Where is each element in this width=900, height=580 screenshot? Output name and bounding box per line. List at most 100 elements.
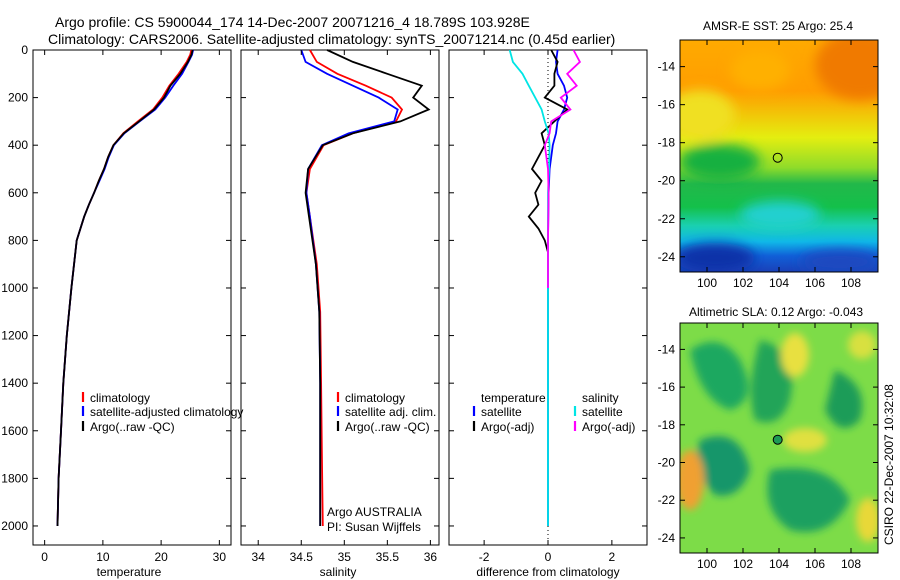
x-tick-label: 36 bbox=[424, 550, 438, 564]
salinity-panel-frame bbox=[240, 49, 440, 546]
legend-label-satellite-adj: satellite adj. clim. bbox=[345, 405, 436, 419]
sla-map-title: Altimetric SLA: 0.12 Argo: -0.043 bbox=[689, 305, 863, 319]
sst-deep-blue-patch bbox=[800, 250, 878, 272]
legend-label-satellite-adjusted: satellite-adjusted climatology bbox=[90, 405, 243, 419]
sla-map-ticks: 100 102 104 106 108 -14 -16 -18 -20 -22 -24 bbox=[658, 323, 878, 571]
difference-xticks: -2 0 2 bbox=[479, 50, 616, 564]
salinity-series bbox=[300, 49, 431, 527]
depth-tick-label: 400 bbox=[8, 138, 28, 152]
x-tick-label: 34.5 bbox=[290, 550, 314, 564]
map-y-tick-label: -22 bbox=[658, 212, 676, 226]
sla-high-patch bbox=[848, 331, 876, 359]
series-line-salinity-argo-adj- bbox=[543, 49, 582, 288]
depth-tick-label: 800 bbox=[8, 233, 28, 247]
salinity-xticks: 34 34.5 35 35.5 36 bbox=[252, 50, 438, 564]
csiro-timestamp: CSIRO 22-Dec-2007 10:32:08 bbox=[882, 384, 896, 545]
depth-tick-label: 1400 bbox=[1, 376, 28, 390]
x-tick-label: 35 bbox=[338, 550, 352, 564]
credit-pi: PI: Susan Wijffels bbox=[327, 520, 421, 534]
map-y-tick-label: -24 bbox=[658, 531, 676, 545]
map-y-tick-label: -24 bbox=[658, 250, 676, 264]
sst-cyan-patch bbox=[740, 201, 820, 229]
depth-tick-label: 1000 bbox=[1, 281, 28, 295]
sla-high-patch bbox=[856, 498, 878, 542]
sst-map: AMSR-E SST: 25 Argo: 25.4 100 102 104 106 10… bbox=[658, 19, 879, 290]
difference-panel: -2 0 2 difference from climatology tempera… bbox=[448, 49, 648, 579]
map-y-tick-label: -18 bbox=[658, 418, 676, 432]
map-x-tick-label: 104 bbox=[769, 557, 789, 571]
salinity-xlabel: salinity bbox=[320, 565, 357, 579]
series-line-salinity-satellite bbox=[508, 49, 551, 526]
difference-xlabel: difference from climatology bbox=[476, 565, 619, 579]
temperature-series bbox=[56, 49, 194, 527]
map-y-tick-label: -14 bbox=[658, 342, 676, 356]
credit-argo-australia: Argo AUSTRALIA bbox=[327, 505, 422, 519]
sla-high-patch bbox=[680, 450, 704, 510]
depth-tick-label: 0 bbox=[21, 43, 28, 57]
legend-label-argo: Argo(..raw -QC) bbox=[90, 420, 175, 434]
sst-green-patch bbox=[680, 144, 760, 180]
map-y-tick-label: -14 bbox=[658, 60, 676, 74]
sst-warm-patch bbox=[815, 40, 878, 100]
difference-legend: temperature satellite Argo(-adj) salinit… bbox=[472, 391, 635, 434]
depth-tick-label: 1800 bbox=[1, 471, 28, 485]
map-x-tick-label: 106 bbox=[805, 276, 825, 290]
x-tick-label: 10 bbox=[96, 550, 110, 564]
map-x-tick-label: 108 bbox=[841, 276, 861, 290]
difference-series bbox=[508, 49, 582, 526]
depth-tick-label: 1200 bbox=[1, 329, 28, 343]
sla-high-patch bbox=[781, 333, 809, 377]
sla-map: Altimetric SLA: 0.12 Argo: -0.043 100 102… bbox=[658, 305, 879, 571]
legend-title-temperature: temperature bbox=[481, 391, 546, 405]
map-y-tick-label: -16 bbox=[658, 380, 676, 394]
temperature-panel: 0 10 20 30 temperature climatology satellit… bbox=[32, 49, 243, 579]
x-tick-label: 34 bbox=[252, 550, 266, 564]
series-line-argo-raw-qc- bbox=[304, 49, 431, 526]
sst-yellow-patch bbox=[680, 90, 735, 140]
sst-float-marker bbox=[772, 152, 783, 163]
sst-map-title: AMSR-E SST: 25 Argo: 25.4 bbox=[703, 19, 853, 33]
legend-label-sal-satellite: satellite bbox=[582, 405, 623, 419]
temperature-panel-frame bbox=[32, 49, 232, 546]
depth-tick-label: 200 bbox=[8, 91, 28, 105]
series-line-argo-raw-qc- bbox=[56, 49, 194, 527]
legend-title-salinity: salinity bbox=[582, 391, 619, 405]
series-line-satellite-adj-clim- bbox=[300, 49, 399, 526]
series-line-temperature-argo-adj- bbox=[527, 49, 569, 253]
x-tick-label: -2 bbox=[479, 550, 490, 564]
map-x-tick-label: 100 bbox=[697, 557, 717, 571]
salinity-panel: 34 34.5 35 35.5 36 salinity climatology sate… bbox=[240, 49, 440, 579]
legend-label-sal-argo: Argo(-adj) bbox=[582, 420, 635, 434]
sla-low-band bbox=[697, 436, 750, 496]
map-y-tick-label: -18 bbox=[658, 136, 676, 150]
map-x-tick-label: 108 bbox=[841, 557, 861, 571]
depth-tick-label: 600 bbox=[8, 186, 28, 200]
map-x-tick-label: 104 bbox=[769, 276, 789, 290]
temperature-xticks: 0 10 20 30 bbox=[41, 50, 226, 564]
salinity-legend: climatology satellite adj. clim. Argo(..… bbox=[336, 391, 436, 434]
map-y-tick-label: -20 bbox=[658, 174, 676, 188]
x-tick-label: 0 bbox=[41, 550, 48, 564]
map-x-tick-label: 102 bbox=[733, 557, 753, 571]
legend-label-temp-argo: Argo(-adj) bbox=[481, 420, 534, 434]
depth-tick-label: 2000 bbox=[1, 519, 28, 533]
sst-warm-patch bbox=[730, 50, 790, 90]
sla-low-band bbox=[825, 370, 863, 428]
depth-tick-label: 1600 bbox=[1, 424, 28, 438]
legend-label-temp-satellite: satellite bbox=[481, 405, 522, 419]
sla-low-band bbox=[767, 468, 850, 532]
series-line-satellite-adjusted-climatology bbox=[56, 49, 194, 527]
temperature-xlabel: temperature bbox=[97, 565, 162, 579]
map-x-tick-label: 106 bbox=[805, 557, 825, 571]
x-tick-label: 30 bbox=[213, 550, 227, 564]
header-line-1: Argo profile: CS 5900044_174 14-Dec-2007… bbox=[55, 14, 530, 30]
legend-label-argo: Argo(..raw -QC) bbox=[345, 420, 430, 434]
x-tick-label: 20 bbox=[154, 550, 168, 564]
series-line-climatology bbox=[56, 49, 193, 527]
sla-float-marker bbox=[772, 434, 783, 445]
map-x-tick-label: 102 bbox=[733, 276, 753, 290]
header-line-2: Climatology: CARS2006. Satellite-adjuste… bbox=[48, 31, 615, 47]
x-tick-label: 2 bbox=[609, 550, 616, 564]
sla-low-band bbox=[690, 342, 748, 410]
